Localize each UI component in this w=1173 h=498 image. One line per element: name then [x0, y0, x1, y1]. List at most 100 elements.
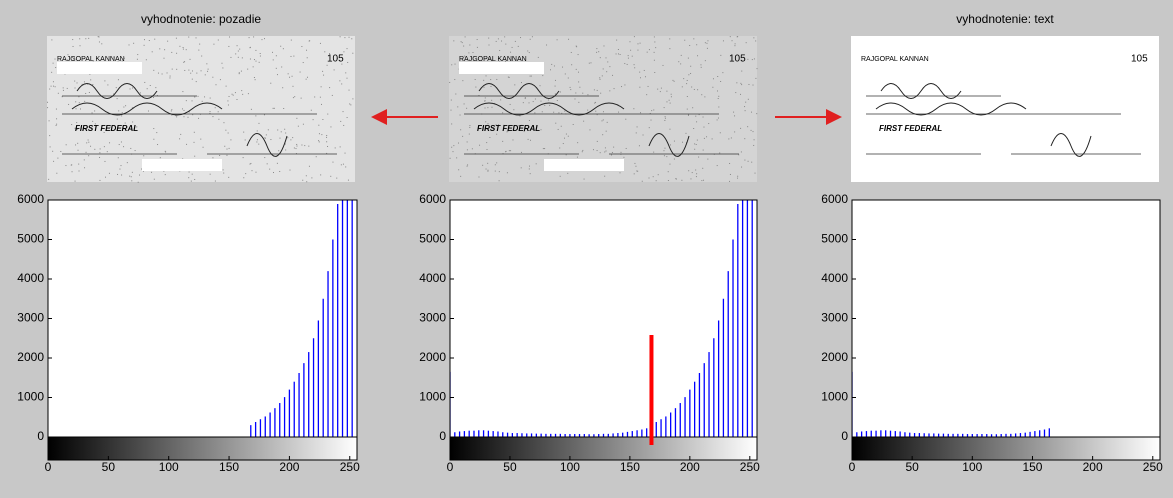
noise [311, 177, 312, 178]
noise [734, 115, 735, 116]
noise [732, 40, 733, 41]
noise [708, 123, 709, 124]
noise [604, 151, 605, 152]
noise [336, 178, 337, 179]
noise [121, 141, 122, 142]
noise [118, 79, 119, 80]
noise [482, 165, 483, 166]
noise [78, 164, 79, 165]
noise [460, 115, 461, 116]
check-number: 105 [1131, 54, 1148, 65]
noise [489, 44, 490, 45]
noise [648, 86, 649, 87]
noise [171, 52, 172, 53]
noise [119, 169, 120, 170]
noise [132, 87, 133, 88]
noise [669, 48, 670, 49]
noise [85, 38, 86, 39]
noise [194, 156, 195, 157]
noise [227, 100, 228, 101]
noise [449, 82, 450, 83]
noise [729, 181, 730, 182]
noise [475, 79, 476, 80]
noise [654, 60, 655, 61]
noise [343, 51, 344, 52]
noise [597, 141, 598, 142]
noise [634, 163, 635, 164]
noise [681, 180, 682, 181]
noise [319, 133, 320, 134]
noise [587, 94, 588, 95]
noise [654, 41, 655, 42]
noise [298, 126, 299, 127]
noise [696, 173, 697, 174]
noise [88, 142, 89, 143]
noise [228, 177, 229, 178]
noise [251, 109, 252, 110]
noise [701, 94, 702, 95]
noise [283, 108, 284, 109]
noise [86, 142, 87, 143]
noise [340, 121, 341, 122]
noise [668, 180, 669, 181]
noise [510, 104, 511, 105]
x-tick-label: 100 [962, 460, 982, 474]
noise [487, 149, 488, 150]
noise [233, 95, 234, 96]
noise [343, 164, 344, 165]
noise [458, 143, 459, 144]
noise [634, 173, 635, 174]
noise [705, 42, 706, 43]
noise [512, 47, 513, 48]
noise [281, 66, 282, 67]
noise [510, 150, 511, 151]
noise [347, 48, 348, 49]
noise [282, 87, 283, 88]
noise [53, 161, 54, 162]
noise [327, 65, 328, 66]
noise [602, 75, 603, 76]
noise [490, 86, 491, 87]
noise [196, 37, 197, 38]
noise [450, 110, 451, 111]
noise [191, 181, 192, 182]
noise [649, 127, 650, 128]
noise [88, 38, 89, 39]
y-tick-label: 5000 [17, 232, 44, 246]
noise [609, 66, 610, 67]
noise [735, 92, 736, 93]
noise [202, 101, 203, 102]
noise [460, 176, 461, 177]
noise [129, 176, 130, 177]
noise [612, 152, 613, 153]
noise [465, 36, 466, 37]
noise [252, 170, 253, 171]
noise [118, 110, 119, 111]
noise [159, 48, 160, 49]
noise [701, 67, 702, 68]
noise [143, 155, 144, 156]
noise [450, 158, 451, 159]
noise [293, 56, 294, 57]
noise [266, 134, 267, 135]
y-tick-label: 5000 [821, 232, 848, 246]
noise [117, 119, 118, 120]
noise [541, 129, 542, 130]
noise [733, 112, 734, 113]
noise [229, 37, 230, 38]
blank [861, 62, 946, 74]
noise [182, 91, 183, 92]
noise [63, 87, 64, 88]
noise [53, 81, 54, 82]
noise [717, 90, 718, 91]
x-tick-label: 200 [1083, 460, 1103, 474]
panel-title: vyhodnotenie: text [956, 12, 1054, 26]
noise [720, 132, 721, 133]
noise [452, 151, 453, 152]
noise [225, 130, 226, 131]
noise [453, 40, 454, 41]
noise [707, 48, 708, 49]
noise [467, 164, 468, 165]
noise [603, 45, 604, 46]
noise [84, 81, 85, 82]
